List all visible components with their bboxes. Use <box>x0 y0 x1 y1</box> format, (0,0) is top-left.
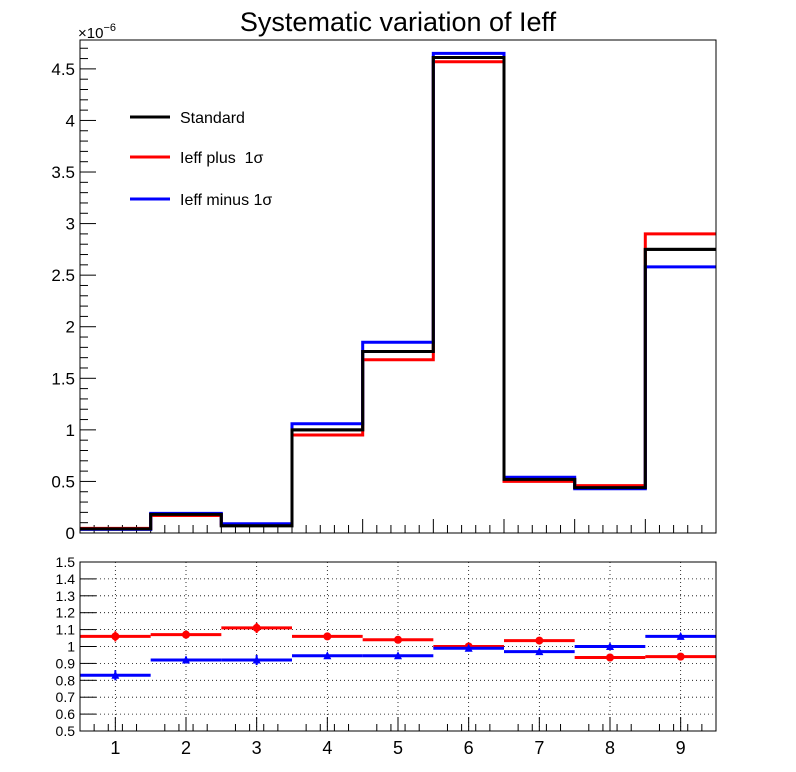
lower-x-tick-label: 9 <box>676 738 686 758</box>
legend: Standard Ieff plus 1σ Ieff minus 1σ <box>130 110 272 209</box>
lower-x-tick-label: 7 <box>534 738 544 758</box>
upper-y-tick-label: 1 <box>66 421 75 440</box>
ratio-point-minus <box>182 655 190 664</box>
upper-series-group <box>80 51 716 531</box>
lower-series-group <box>80 622 716 681</box>
lower-y-tick-label: 1 <box>67 639 75 655</box>
legend-label-standard: Standard <box>180 110 245 127</box>
upper-y-tick-label: 2.5 <box>51 266 75 285</box>
lower-y-tick-label: 1.5 <box>56 554 76 570</box>
chart-title: Systematic variation of Ieff <box>240 7 557 37</box>
legend-label-plus: Ieff plus 1σ <box>180 150 264 167</box>
ratio-point-minus <box>606 642 614 650</box>
lower-x-tick-labels: 1 2 3 4 5 6 7 8 9 <box>110 738 685 758</box>
y-axis-exponent-power: −6 <box>103 22 116 34</box>
ratio-point-minus <box>323 651 332 660</box>
lower-y-tick-labels: 0.50.60.70.80.911.11.21.31.41.5 <box>56 554 76 739</box>
upper-y-tick-label: 1.5 <box>51 369 75 388</box>
ratio-point-plus <box>182 630 190 639</box>
upper-y-tick-label: 3 <box>66 215 75 234</box>
lower-y-tick-label: 0.5 <box>56 723 76 739</box>
ratio-point-minus <box>394 651 402 660</box>
lower-y-tick-label: 0.6 <box>56 706 76 722</box>
lower-y-tick-label: 0.7 <box>56 689 76 705</box>
ratio-point-minus <box>535 647 544 656</box>
ratio-point-plus <box>676 652 685 661</box>
lower-x-tick-label: 2 <box>181 738 191 758</box>
ratio-point-minus <box>464 643 473 652</box>
ratio-point-minus <box>252 655 261 664</box>
y-axis-exponent: ×10−6 <box>78 22 116 42</box>
lower-grid <box>80 561 716 732</box>
lower-y-tick-label: 1.2 <box>56 605 76 621</box>
lower-x-tick-label: 1 <box>110 738 120 758</box>
ratio-point-plus <box>535 636 544 645</box>
upper-y-tick-label: 2 <box>66 318 75 337</box>
lower-y-tick-label: 0.8 <box>56 672 76 688</box>
upper-y-tick-label: 4 <box>66 111 75 130</box>
upper-y-tick-label: 4.5 <box>51 60 75 79</box>
lower-x-tick-label: 6 <box>464 738 474 758</box>
ratio-point-plus <box>323 632 332 641</box>
lower-x-tick-label: 3 <box>252 738 262 758</box>
y-axis-exponent-base: ×10 <box>78 25 103 42</box>
ratio-point-plus <box>394 635 402 644</box>
lower-y-tick-label: 0.9 <box>56 655 76 671</box>
ratio-point-plus <box>252 623 261 632</box>
lower-x-tick-label: 4 <box>322 738 332 758</box>
lower-y-tick-label: 1.1 <box>56 622 76 638</box>
lower-plot-frame <box>79 561 717 732</box>
lower-y-tick-label: 1.3 <box>56 588 76 604</box>
ratio-point-plus <box>111 632 120 641</box>
lower-y-tick-label: 1.4 <box>56 571 76 587</box>
lower-x-tick-label: 5 <box>393 738 403 758</box>
legend-label-minus: Ieff minus 1σ <box>180 192 272 209</box>
upper-y-tick-label: 0 <box>66 524 75 543</box>
lower-x-tick-label: 8 <box>605 738 615 758</box>
upper-y-tick-labels: 0 0.5 1 1.5 2 2.5 3 3.5 4 4.5 <box>51 60 75 543</box>
upper-y-tick-label: 0.5 <box>51 472 75 491</box>
ratio-point-minus <box>111 670 120 679</box>
upper-series-line-standard-top <box>80 56 716 531</box>
upper-y-tick-label: 3.5 <box>51 163 75 182</box>
upper-plot-frame <box>79 39 717 534</box>
ratio-point-minus <box>676 631 685 640</box>
ratio-point-plus <box>606 653 614 662</box>
